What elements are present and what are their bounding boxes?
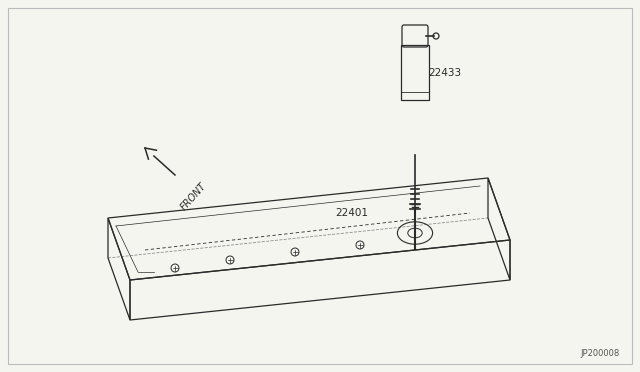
Text: 22401: 22401	[335, 208, 368, 218]
Bar	[401, 45, 429, 100]
Text: JP200008: JP200008	[580, 349, 620, 358]
Text: FRONT: FRONT	[179, 181, 209, 212]
Text: 22433: 22433	[428, 68, 461, 78]
